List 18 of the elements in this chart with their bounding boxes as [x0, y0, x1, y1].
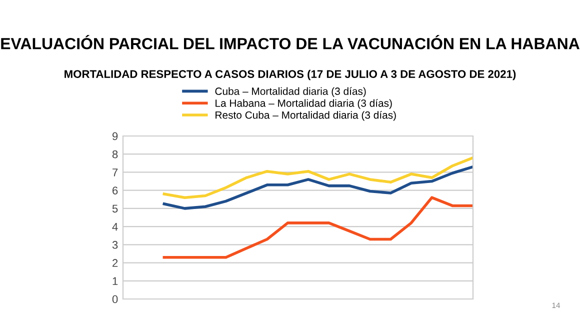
line-series — [162, 165, 473, 210]
y-tick-label: 1 — [112, 277, 118, 285]
y-tick-label: 9 — [112, 132, 118, 140]
line-series — [162, 196, 473, 259]
y-tick-label: 0 — [112, 295, 118, 304]
y-tick-label: 5 — [112, 204, 118, 213]
legend-label: La Habana – Mortalidad diaria (3 días) — [216, 99, 392, 109]
y-tick-label: 8 — [112, 150, 118, 158]
y-tick-label: 7 — [112, 168, 118, 176]
y-tick-label: 6 — [112, 186, 118, 194]
legend-label: Resto Cuba – Mortalidad diaria (3 días) — [216, 110, 396, 121]
line-series — [162, 156, 473, 199]
y-tick-label: 2 — [112, 259, 118, 267]
y-tick-label: 4 — [112, 222, 118, 231]
chart-subtitle: MORTALIDAD RESPECTO A CASOS DIARIOS (17 DE JULIO A 3 DE AGOSTO DE 2021) — [64, 70, 516, 80]
y-tick-label: 3 — [112, 240, 118, 249]
chart-title: EVALUACIÓN PARCIAL DEL IMPACTO DE LA VACUNACIÓN EN LA HABANA — [1, 34, 580, 50]
legend-label: Cuba – Mortalidad diaria (3 días) — [215, 87, 366, 97]
